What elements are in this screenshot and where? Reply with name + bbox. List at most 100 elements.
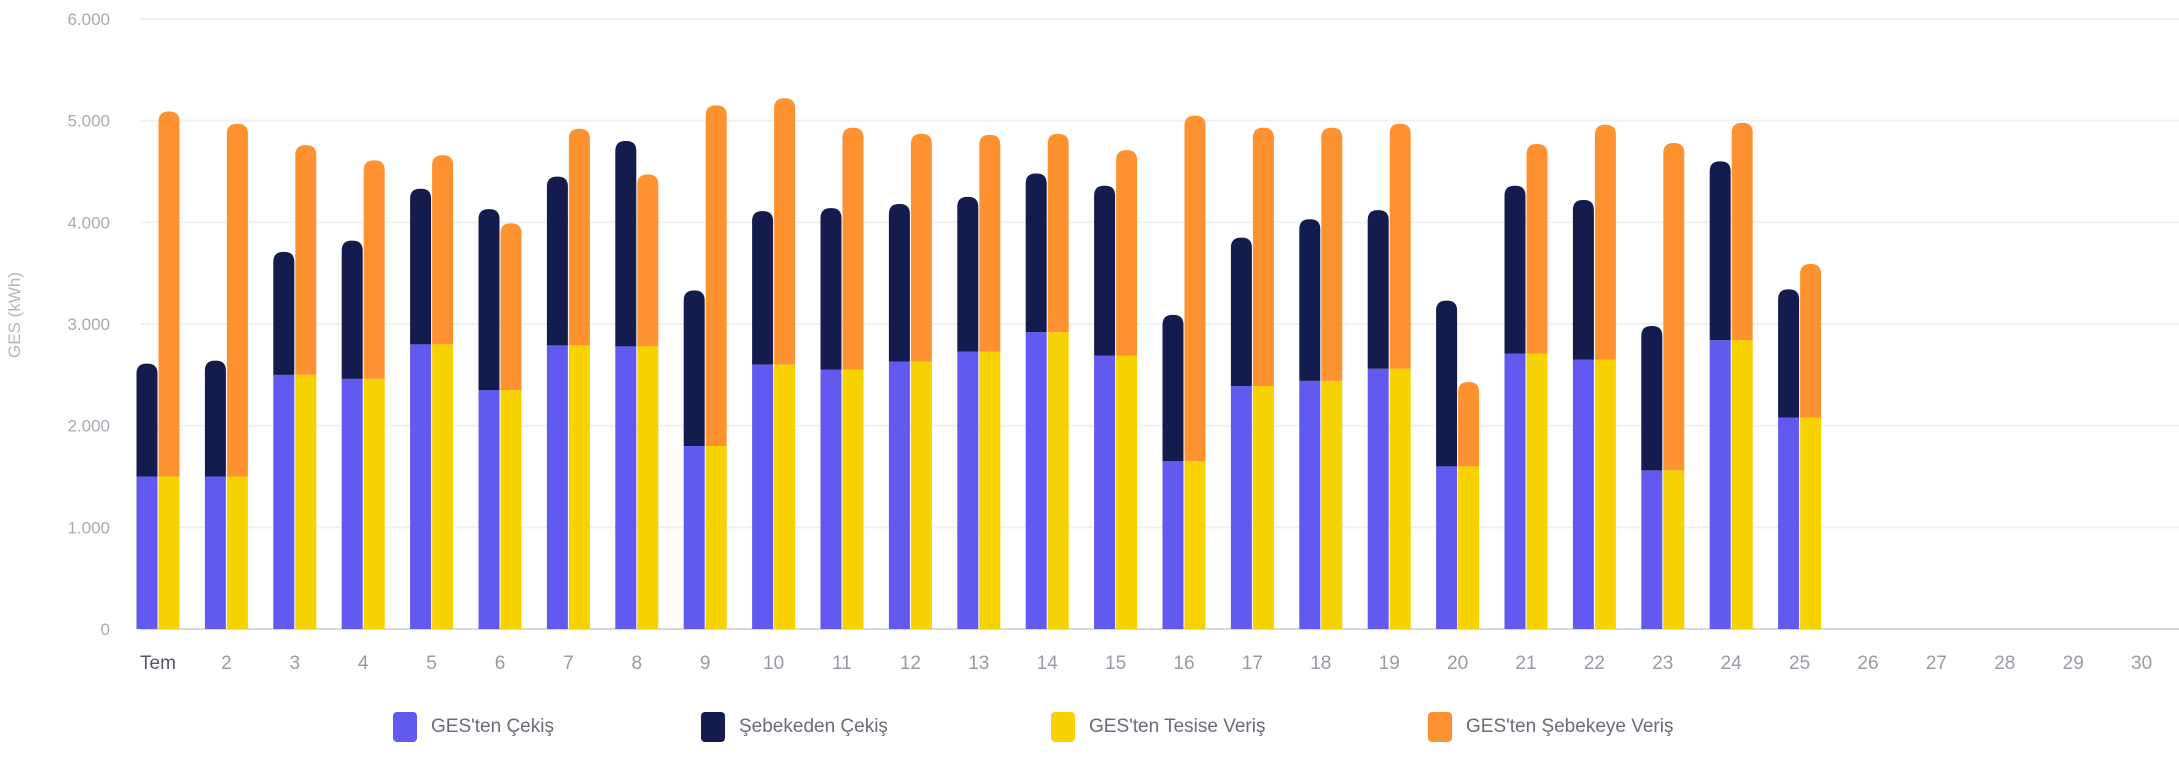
bar-segment-ges-ten-tesise-veri-[interactable] (1458, 466, 1480, 629)
bar-segment-ges-ten-ebekeye-veri-[interactable] (1458, 381, 1480, 467)
bar-segment-ges-ten-tesise-veri-[interactable] (568, 345, 590, 629)
bar-segment--ebekeden-eki-[interactable] (1778, 289, 1800, 418)
bar-segment--ebekeden-eki-[interactable] (1504, 185, 1526, 354)
bar-segment-ges-ten-eki-[interactable] (1162, 461, 1184, 629)
bar-segment-ges-ten-ebekeye-veri-[interactable] (1252, 127, 1274, 387)
bar-segment-ges-ten-ebekeye-veri-[interactable] (842, 127, 864, 370)
bar-segment--ebekeden-eki-[interactable] (888, 204, 910, 362)
bar-segment--ebekeden-eki-[interactable] (1709, 161, 1731, 341)
bar-segment-ges-ten-eki-[interactable] (1572, 359, 1594, 629)
bar-segment--ebekeden-eki-[interactable] (1230, 237, 1252, 387)
bar-segment-ges-ten-eki-[interactable] (410, 344, 432, 629)
bar-segment-ges-ten-ebekeye-veri-[interactable] (363, 160, 385, 379)
bar-segment-ges-ten-eki-[interactable] (957, 351, 979, 629)
legend-item[interactable]: GES'ten Şebekeye Veriş (1428, 712, 1673, 742)
bar-segment--ebekeden-eki-[interactable] (1572, 199, 1594, 360)
bar-segment-ges-ten-ebekeye-veri-[interactable] (226, 123, 248, 477)
bar-segment-ges-ten-eki-[interactable] (341, 378, 363, 629)
bar-segment-ges-ten-tesise-veri-[interactable] (979, 351, 1001, 629)
bar-segment--ebekeden-eki-[interactable] (410, 188, 432, 345)
bar-segment-ges-ten-tesise-veri-[interactable] (1184, 461, 1206, 629)
bar-segment-ges-ten-ebekeye-veri-[interactable] (1731, 122, 1753, 341)
bar-segment-ges-ten-tesise-veri-[interactable] (295, 374, 317, 629)
bar-segment-ges-ten-eki-[interactable] (1778, 417, 1800, 629)
bar-segment-ges-ten-tesise-veri-[interactable] (1731, 340, 1753, 629)
bar-segment-ges-ten-eki-[interactable] (1299, 380, 1321, 629)
bar-segment-ges-ten-tesise-veri-[interactable] (637, 346, 659, 629)
bar-segment-ges-ten-eki-[interactable] (136, 476, 158, 630)
bar-segment-ges-ten-eki-[interactable] (1504, 353, 1526, 629)
bar-segment-ges-ten-ebekeye-veri-[interactable] (1663, 143, 1685, 471)
legend-item[interactable]: GES'ten Çekiş (393, 712, 554, 742)
bar-segment-ges-ten-eki-[interactable] (1025, 332, 1047, 629)
bar-segment-ges-ten-eki-[interactable] (683, 446, 705, 629)
bar-segment-ges-ten-tesise-veri-[interactable] (363, 378, 385, 629)
bar-segment-ges-ten-tesise-veri-[interactable] (774, 364, 796, 629)
bar-segment-ges-ten-ebekeye-veri-[interactable] (568, 128, 590, 346)
bar-segment-ges-ten-tesise-veri-[interactable] (910, 361, 932, 629)
bar-segment--ebekeden-eki-[interactable] (1436, 300, 1458, 467)
bar-segment-ges-ten-tesise-veri-[interactable] (705, 446, 727, 629)
bar-segment-ges-ten-tesise-veri-[interactable] (1594, 359, 1616, 629)
bar-segment--ebekeden-eki-[interactable] (820, 208, 842, 370)
bar-segment-ges-ten-eki-[interactable] (1436, 466, 1458, 629)
bar-segment-ges-ten-ebekeye-veri-[interactable] (1594, 124, 1616, 360)
bar-segment-ges-ten-eki-[interactable] (546, 345, 568, 629)
bar-segment-ges-ten-tesise-veri-[interactable] (842, 369, 864, 629)
bar-segment--ebekeden-eki-[interactable] (1367, 210, 1389, 369)
bar-segment--ebekeden-eki-[interactable] (683, 290, 705, 446)
bar-segment-ges-ten-ebekeye-veri-[interactable] (500, 223, 522, 391)
bar-segment-ges-ten-ebekeye-veri-[interactable] (295, 145, 317, 375)
bar-segment-ges-ten-eki-[interactable] (752, 364, 774, 629)
bar-segment--ebekeden-eki-[interactable] (615, 141, 637, 347)
bar-segment-ges-ten-eki-[interactable] (478, 390, 500, 629)
bar-segment-ges-ten-eki-[interactable] (1094, 355, 1116, 629)
bar-segment-ges-ten-tesise-veri-[interactable] (1047, 332, 1069, 629)
legend-item[interactable]: Şebekeden Çekiş (701, 712, 888, 742)
legend-item[interactable]: GES'ten Tesise Veriş (1051, 712, 1265, 742)
bar-segment-ges-ten-tesise-veri-[interactable] (500, 390, 522, 629)
bar-segment-ges-ten-tesise-veri-[interactable] (226, 476, 248, 630)
bar-segment-ges-ten-eki-[interactable] (1230, 386, 1252, 629)
bar-segment-ges-ten-eki-[interactable] (1641, 470, 1663, 629)
bar-segment-ges-ten-tesise-veri-[interactable] (432, 344, 454, 629)
bar-segment-ges-ten-ebekeye-veri-[interactable] (979, 134, 1001, 352)
bar-segment--ebekeden-eki-[interactable] (1641, 326, 1663, 471)
bar-segment-ges-ten-ebekeye-veri-[interactable] (705, 105, 727, 447)
bar-segment-ges-ten-ebekeye-veri-[interactable] (1526, 144, 1548, 354)
bar-segment-ges-ten-tesise-veri-[interactable] (1526, 353, 1548, 629)
bar-segment--ebekeden-eki-[interactable] (341, 240, 363, 379)
bar-segment-ges-ten-ebekeye-veri-[interactable] (1800, 264, 1822, 418)
bar-segment--ebekeden-eki-[interactable] (957, 196, 979, 352)
bar-segment-ges-ten-ebekeye-veri-[interactable] (158, 111, 180, 477)
bar-segment--ebekeden-eki-[interactable] (1162, 314, 1184, 462)
bar-segment-ges-ten-tesise-veri-[interactable] (158, 476, 180, 630)
bar-segment--ebekeden-eki-[interactable] (752, 211, 774, 365)
bar-segment-ges-ten-eki-[interactable] (820, 369, 842, 629)
bar-segment-ges-ten-ebekeye-veri-[interactable] (1184, 115, 1206, 462)
bar-segment-ges-ten-eki-[interactable] (615, 346, 637, 629)
bar-segment--ebekeden-eki-[interactable] (1094, 185, 1116, 356)
bar-segment-ges-ten-eki-[interactable] (204, 476, 226, 630)
bar-segment-ges-ten-ebekeye-veri-[interactable] (910, 133, 932, 362)
bar-segment-ges-ten-ebekeye-veri-[interactable] (774, 98, 796, 365)
bar-segment-ges-ten-eki-[interactable] (888, 361, 910, 629)
bar-segment-ges-ten-eki-[interactable] (1709, 340, 1731, 629)
bar-segment--ebekeden-eki-[interactable] (1299, 219, 1321, 381)
bar-segment--ebekeden-eki-[interactable] (478, 209, 500, 391)
bar-segment-ges-ten-tesise-veri-[interactable] (1116, 355, 1138, 629)
bar-segment-ges-ten-tesise-veri-[interactable] (1252, 386, 1274, 629)
bar-segment--ebekeden-eki-[interactable] (204, 360, 226, 477)
bar-segment--ebekeden-eki-[interactable] (273, 251, 295, 375)
bar-segment-ges-ten-ebekeye-veri-[interactable] (1321, 127, 1343, 381)
bar-segment--ebekeden-eki-[interactable] (136, 363, 158, 477)
bar-segment-ges-ten-ebekeye-veri-[interactable] (1116, 150, 1138, 356)
bar-segment-ges-ten-tesise-veri-[interactable] (1389, 368, 1411, 629)
bar-segment--ebekeden-eki-[interactable] (546, 176, 568, 346)
bar-segment-ges-ten-ebekeye-veri-[interactable] (637, 174, 659, 347)
bar-segment-ges-ten-ebekeye-veri-[interactable] (1047, 133, 1069, 333)
bar-segment-ges-ten-tesise-veri-[interactable] (1321, 380, 1343, 629)
bar-segment--ebekeden-eki-[interactable] (1025, 173, 1047, 333)
bar-segment-ges-ten-tesise-veri-[interactable] (1800, 417, 1822, 629)
bar-segment-ges-ten-eki-[interactable] (1367, 368, 1389, 629)
